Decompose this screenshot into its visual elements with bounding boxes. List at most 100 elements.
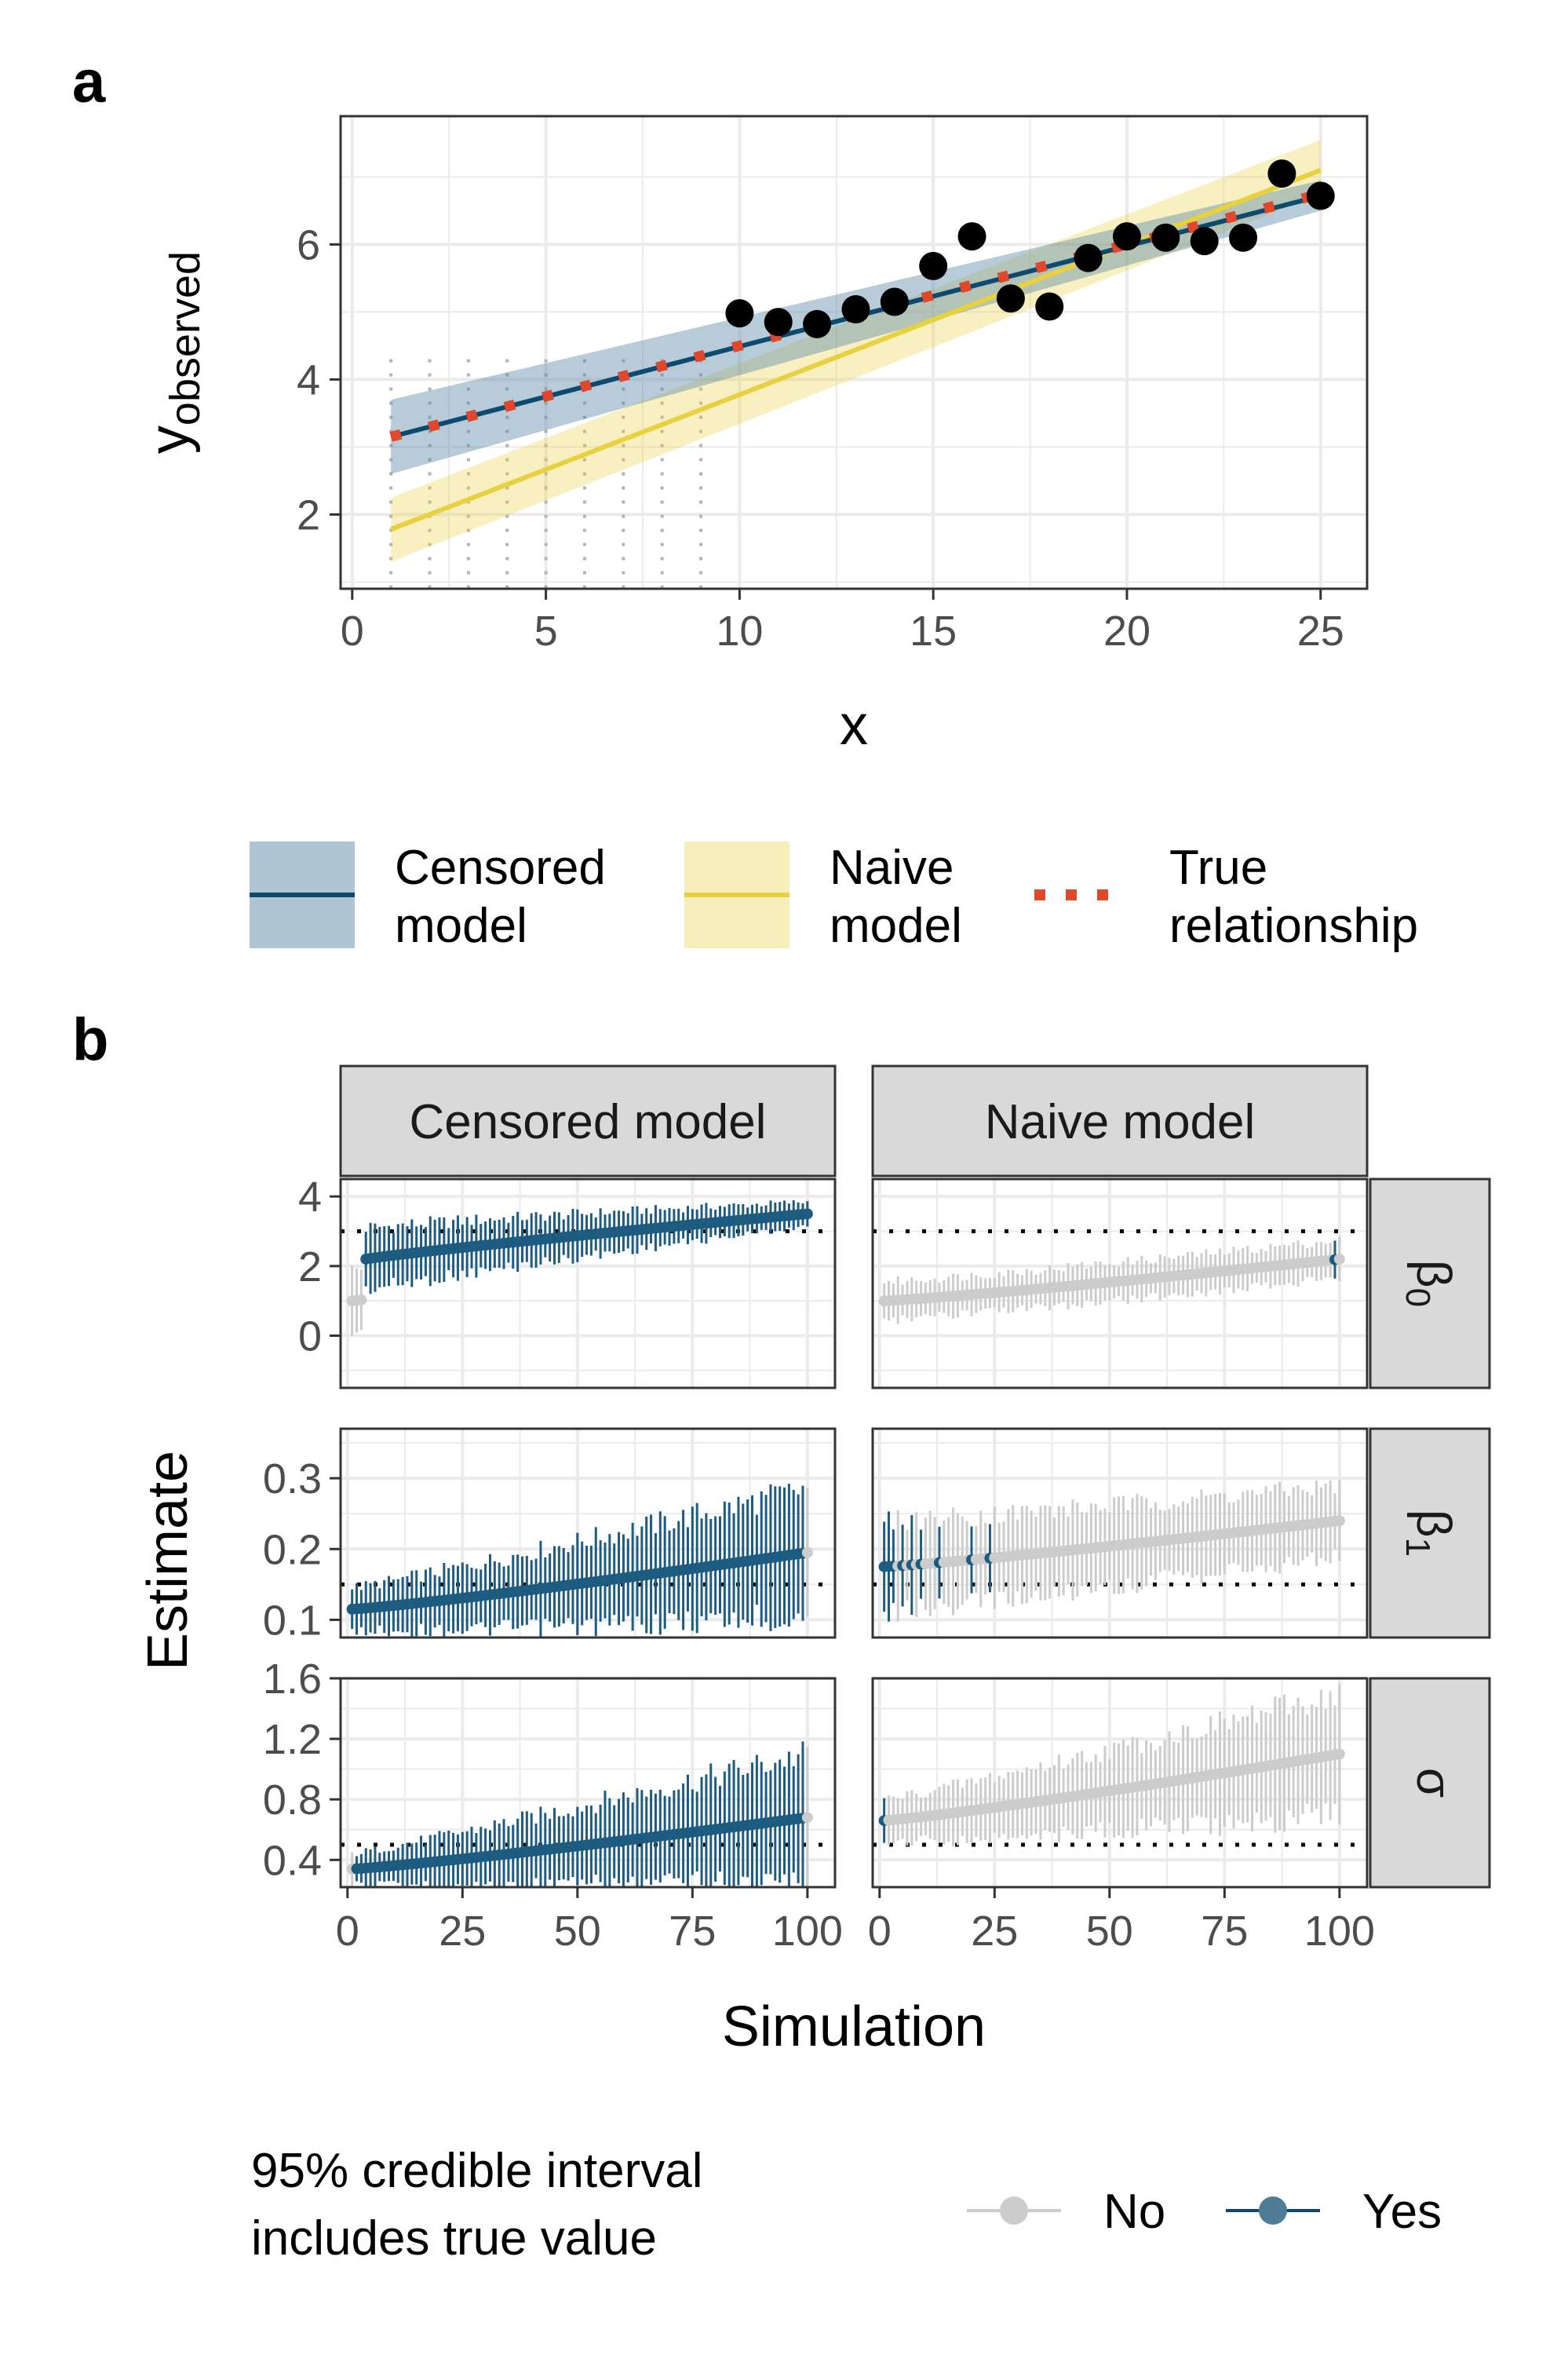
observed-point bbox=[725, 299, 754, 328]
strip-row-label: β1 bbox=[1398, 1510, 1460, 1557]
panel-a-y-axis-title: yobserved bbox=[138, 251, 209, 454]
observed-point bbox=[764, 308, 793, 337]
legend-naive-line1: Naive bbox=[830, 841, 954, 895]
strip-naive-model bbox=[871, 1064, 1369, 1178]
strip-row-2 bbox=[1369, 1677, 1491, 1889]
y-tick-label: 0 bbox=[298, 1313, 322, 1360]
panel-b-axes: 0 2 4 0.1 0.2 0.3 0.4 0.8 1.2 1.6 0 25 50 75 100 0 25 50 7… bbox=[263, 1174, 1375, 1955]
legend-key-no-point bbox=[1000, 2196, 1028, 2225]
legend-censored-line1: Censored bbox=[395, 841, 606, 895]
strip-censored-model bbox=[339, 1064, 837, 1178]
observed-point bbox=[919, 251, 948, 280]
panel-a-chart: 0 5 10 15 20 25 2 4 6 x yobserved bbox=[138, 115, 1369, 757]
x-tick-label: 25 bbox=[439, 1908, 486, 1955]
x-tick-label: 15 bbox=[910, 608, 957, 655]
y-tick-label: 4 bbox=[297, 356, 320, 403]
facet-frame bbox=[339, 1677, 837, 1889]
y-tick-label: 0.4 bbox=[263, 1837, 322, 1884]
observed-point bbox=[1306, 181, 1335, 210]
x-tick-label: 50 bbox=[554, 1908, 601, 1955]
observed-point bbox=[880, 287, 909, 316]
x-tick-label: 0 bbox=[341, 608, 364, 655]
y-tick-label: 1.2 bbox=[263, 1716, 322, 1763]
estimate-no bbox=[1333, 1515, 1345, 1527]
x-tick-label: 5 bbox=[534, 608, 558, 655]
estimate-no bbox=[356, 1294, 367, 1305]
facet-frame bbox=[871, 1178, 1369, 1389]
legend-yes-label: Yes bbox=[1362, 2185, 1442, 2239]
x-tick-label: 25 bbox=[971, 1908, 1018, 1955]
facet-frame bbox=[871, 1677, 1369, 1889]
x-tick-label: 75 bbox=[669, 1908, 716, 1955]
y-tick-label: 0.1 bbox=[263, 1597, 322, 1644]
observed-point bbox=[1074, 243, 1103, 272]
x-tick-label: 10 bbox=[716, 608, 763, 655]
legend-censored-line2: model bbox=[395, 899, 527, 953]
x-tick-label: 100 bbox=[772, 1908, 843, 1955]
x-tick-label: 0 bbox=[336, 1908, 359, 1955]
y-title-sub: observed bbox=[162, 251, 209, 425]
estimate-no bbox=[801, 1546, 813, 1558]
y-tick-label: 2 bbox=[297, 491, 320, 539]
legend-title-line1: 95% credible interval bbox=[251, 2144, 703, 2198]
y-tick-label: 4 bbox=[298, 1174, 322, 1221]
x-tick-label: 25 bbox=[1297, 608, 1344, 655]
observed-point bbox=[1151, 223, 1180, 252]
strip-row-label-group: β0 bbox=[1398, 1260, 1460, 1307]
observed-point bbox=[1229, 223, 1258, 252]
legend-title-line2: includes true value bbox=[251, 2211, 657, 2266]
facet-frame bbox=[339, 1427, 837, 1639]
observed-point bbox=[996, 284, 1025, 313]
observed-point bbox=[1267, 159, 1296, 188]
facet-1-1 bbox=[871, 1427, 1369, 1639]
x-tick-label: 75 bbox=[1201, 1908, 1248, 1955]
panel-b-legend: 95% credible interval includes true valu… bbox=[251, 2144, 1442, 2266]
observed-point bbox=[1190, 227, 1219, 256]
strip-row-label: σ bbox=[1406, 1768, 1460, 1798]
x-tick-label: 50 bbox=[1086, 1908, 1133, 1955]
strip-label: Naive model bbox=[985, 1095, 1256, 1149]
panel-label-b: b bbox=[72, 1006, 108, 1073]
estimate-no bbox=[1333, 1748, 1345, 1760]
legend-naive-line2: model bbox=[830, 899, 962, 953]
x-tick-label: 0 bbox=[868, 1908, 892, 1955]
panel-a-axes: 0 5 10 15 20 25 2 4 6 bbox=[297, 221, 1344, 655]
facet-0-1 bbox=[339, 1427, 837, 1639]
facet-0-2 bbox=[339, 1677, 837, 1889]
svg-text:yobserved: yobserved bbox=[138, 251, 209, 454]
panel-b-chart: Censored model Naive model β0 β1 σ 0 2 4 0.1 0.2… bbox=[137, 1064, 1491, 2058]
legend-true-line2: relationship bbox=[1169, 899, 1418, 953]
panel-a-points bbox=[725, 159, 1335, 338]
panel-a-x-axis-title: x bbox=[840, 694, 868, 757]
observed-point bbox=[841, 294, 870, 323]
y-tick-label: 0.3 bbox=[263, 1455, 322, 1502]
observed-point bbox=[803, 309, 832, 338]
panel-b-facets bbox=[339, 1178, 1369, 1889]
x-tick-label: 20 bbox=[1103, 608, 1150, 655]
facet-frame bbox=[871, 1427, 1369, 1639]
estimate-yes bbox=[801, 1208, 813, 1220]
y-title-main: y bbox=[138, 425, 201, 454]
facet-1-2 bbox=[871, 1677, 1369, 1889]
panel-a-legend: Censored model Naive model True relation… bbox=[250, 841, 1418, 953]
panel-a-frame bbox=[339, 115, 1369, 590]
strip-row-1 bbox=[1369, 1427, 1491, 1639]
strip-row-label: β0 bbox=[1398, 1260, 1460, 1307]
panel-b-x-axis-title: Simulation bbox=[722, 1995, 986, 2058]
legend-true-line1: True bbox=[1169, 841, 1267, 895]
y-tick-label: 6 bbox=[297, 221, 320, 268]
panel-label-a: a bbox=[72, 49, 106, 115]
facet-1-0 bbox=[871, 1178, 1369, 1389]
facet-0-0 bbox=[339, 1178, 837, 1389]
y-tick-label: 0.2 bbox=[263, 1526, 322, 1573]
strip-row-label-group: β1 bbox=[1398, 1510, 1460, 1557]
facet-frame bbox=[339, 1178, 837, 1389]
legend-key-yes-point bbox=[1259, 2196, 1287, 2225]
panel-b-strips: Censored model Naive model β0 β1 σ bbox=[339, 1064, 1491, 1889]
x-tick-label: 100 bbox=[1304, 1908, 1375, 1955]
strip-label: Censored model bbox=[410, 1095, 767, 1149]
panel-b-y-axis-title: Estimate bbox=[137, 1451, 199, 1670]
strip-row-0 bbox=[1369, 1178, 1491, 1389]
observed-point bbox=[1035, 292, 1064, 321]
